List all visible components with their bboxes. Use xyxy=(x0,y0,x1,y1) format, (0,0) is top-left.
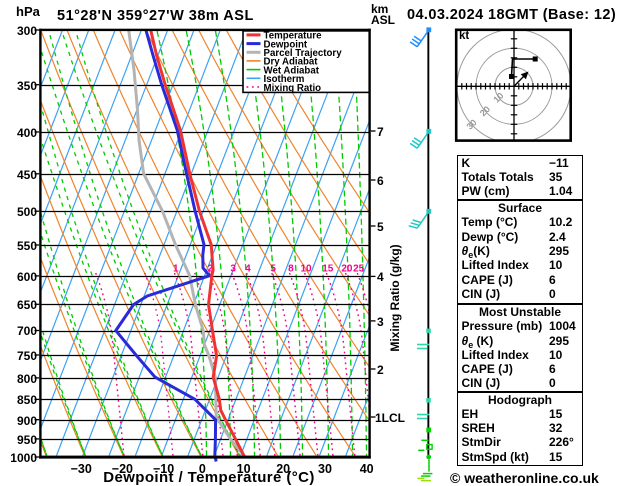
svg-text:2: 2 xyxy=(208,264,214,275)
svg-text:Mixing Ratio: Mixing Ratio xyxy=(264,83,322,94)
svg-text:Temperature: Temperature xyxy=(264,31,323,42)
svg-text:Dry Adiabat: Dry Adiabat xyxy=(264,57,319,68)
svg-text:30: 30 xyxy=(465,117,479,131)
svg-text:Wet Adiabat: Wet Adiabat xyxy=(264,65,320,76)
svg-text:4: 4 xyxy=(245,264,251,275)
svg-text:8: 8 xyxy=(288,264,294,275)
svg-text:Dewpoint: Dewpoint xyxy=(264,39,308,50)
svg-text:25: 25 xyxy=(353,264,365,275)
svg-text:1: 1 xyxy=(173,264,179,275)
svg-text:20: 20 xyxy=(341,264,353,275)
svg-text:Parcel Trajectory: Parcel Trajectory xyxy=(264,48,343,59)
svg-text:Isotherm: Isotherm xyxy=(264,74,305,85)
svg-text:3: 3 xyxy=(230,264,236,275)
svg-text:5: 5 xyxy=(270,264,276,275)
svg-text:15: 15 xyxy=(322,264,334,275)
svg-text:10: 10 xyxy=(300,264,312,275)
